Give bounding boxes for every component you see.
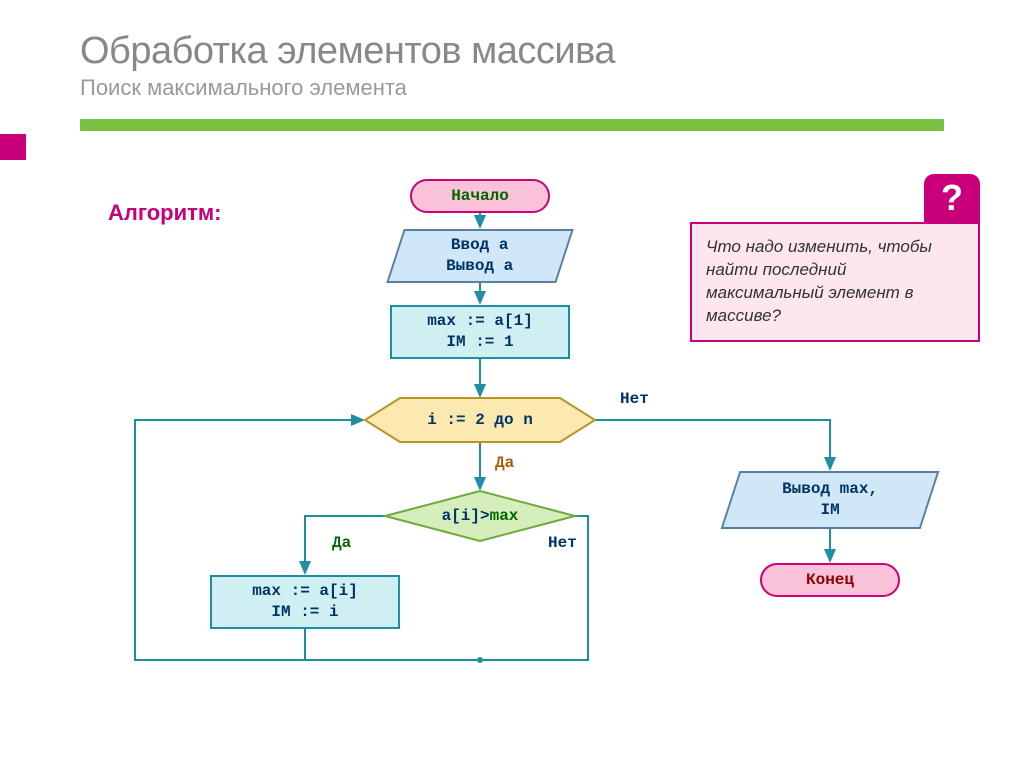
node-start: Начало [410,179,550,213]
callout-box: ? Что надо изменить, чтобы найти последн… [690,222,980,342]
question-icon: ? [924,174,980,222]
callout-text: Что надо изменить, чтобы найти последний… [706,237,932,325]
page-title: Обработка элементов массива [80,30,944,73]
accent-square [0,134,26,160]
label-cond-yes: Да [332,534,351,552]
node-io-input-text: Ввод a Вывод a [446,235,513,277]
node-io-output: Вывод max, IM [721,471,940,529]
node-start-text: Начало [451,186,509,207]
node-end: Конец [760,563,900,597]
node-io-input: Ввод a Вывод a [386,229,574,283]
node-init: max := a[1] IM := 1 [390,305,570,359]
divider-bar [80,119,944,131]
label-loop-no: Нет [620,390,649,408]
node-loop: i := 2 до n [365,398,595,442]
node-condition: a[i]>max [385,491,575,541]
node-end-text: Конец [806,570,854,591]
flowchart-canvas: Начало Ввод a Вывод a max := a[1] IM := … [0,160,1024,767]
node-io-output-text: Вывод max, IM [782,479,878,521]
node-assign: max := a[i] IM := i [210,575,400,629]
node-condition-text: a[i]>max [442,506,519,527]
label-loop-yes: Да [495,454,514,472]
label-cond-no: Нет [548,534,577,552]
node-loop-text: i := 2 до n [427,410,533,431]
page-subtitle: Поиск максимального элемента [80,75,944,101]
node-init-text: max := a[1] IM := 1 [427,311,533,353]
node-assign-text: max := a[i] IM := i [252,581,358,623]
